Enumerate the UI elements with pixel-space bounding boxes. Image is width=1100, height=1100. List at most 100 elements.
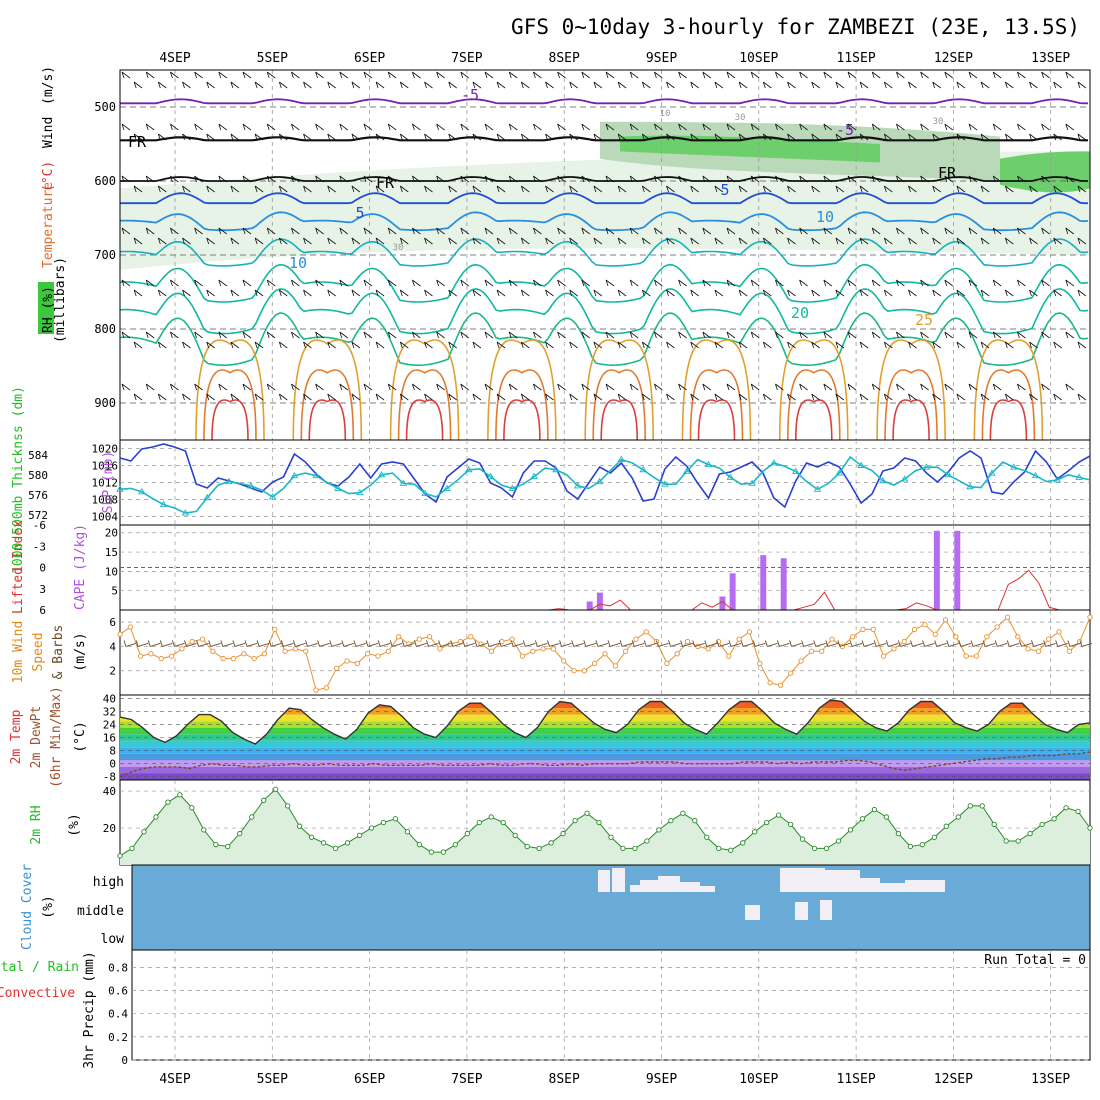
rh-marker <box>560 830 566 837</box>
wind-barb <box>1065 331 1075 339</box>
slp-line-marker <box>421 489 429 496</box>
wind-barb <box>508 71 518 79</box>
wind-speed-marker <box>911 626 918 633</box>
wind-barb <box>666 81 675 89</box>
temp-tick-label: 0 <box>109 758 116 771</box>
wind-barb <box>266 227 276 235</box>
wind-barb <box>278 185 288 193</box>
wind-barb <box>908 341 917 349</box>
slp-line-marker <box>225 477 233 485</box>
temp-tick-label: 16 <box>103 732 116 745</box>
wind-barb <box>738 341 748 349</box>
wind-barb <box>956 133 966 141</box>
wind-barb <box>399 185 409 193</box>
wind-barb <box>1029 237 1038 245</box>
rh-marker <box>117 853 123 859</box>
wind-barb <box>291 279 300 287</box>
rh-marker <box>1003 838 1009 844</box>
wind-barb-10m <box>184 640 197 647</box>
wind-barb <box>944 71 954 79</box>
wind-barb <box>896 279 905 287</box>
wind-barb <box>1017 227 1026 235</box>
top-day-label: 7SEP <box>451 51 482 66</box>
wind-barb <box>641 185 651 193</box>
thickness-tick-label: 584 <box>28 449 48 462</box>
wind-barb-10m <box>159 640 173 647</box>
wind-barb-10m <box>958 640 972 647</box>
wind-barb <box>835 237 845 245</box>
wind-speed-marker <box>550 646 557 652</box>
wind-speed-marker <box>313 687 319 693</box>
wind-barb <box>569 185 578 193</box>
pressure-axis-label: (millibars) <box>53 257 68 343</box>
wind-barb <box>557 227 566 235</box>
wind-barb <box>1077 185 1087 193</box>
wind-barb <box>641 81 651 89</box>
wind-barb <box>835 81 845 89</box>
wind-barb <box>520 81 530 89</box>
wind-speed-marker <box>746 629 753 635</box>
wind-barb <box>508 175 518 183</box>
wind-barb-10m <box>401 640 415 647</box>
wind-barb <box>702 123 712 131</box>
slp-line-marker <box>116 485 124 492</box>
wind-barb <box>702 331 712 339</box>
cloud-high-block <box>640 880 658 892</box>
wind-barb <box>121 71 131 79</box>
wind-barb <box>412 279 421 287</box>
warm-contour <box>308 399 347 441</box>
wind-barb <box>557 331 566 339</box>
wind-barb <box>956 393 966 401</box>
wind-barb <box>980 341 990 349</box>
wind-barb <box>520 289 530 297</box>
wind-barb <box>714 341 724 349</box>
wind-barb <box>291 123 300 131</box>
wind-barb <box>1017 123 1026 131</box>
wind-barb <box>206 81 215 89</box>
wind-barb <box>799 71 808 79</box>
wind-barb <box>605 279 615 287</box>
wind-barb <box>291 227 300 235</box>
warm-contour <box>503 399 541 441</box>
wind-barb <box>738 237 748 245</box>
warm-contour <box>292 339 363 441</box>
wind-barb <box>883 237 893 245</box>
rh-marker <box>356 832 363 839</box>
warm-contour <box>981 369 1036 441</box>
cloud-high-block <box>680 882 700 892</box>
slp-tick-label: 1004 <box>92 511 119 524</box>
rh-marker <box>416 842 423 848</box>
wind-barb <box>980 81 990 89</box>
wind-barb <box>654 71 663 79</box>
wind-speed-marker <box>788 670 794 676</box>
wind-barb <box>859 393 869 401</box>
wind-speed-marker <box>179 646 185 652</box>
wind-barb <box>520 133 530 141</box>
wind-barb <box>121 383 131 391</box>
wind-barb <box>242 227 252 235</box>
warm-contour <box>195 339 265 441</box>
wind-barb <box>920 227 929 235</box>
wind-barb <box>787 237 796 245</box>
wind-barb <box>593 185 603 193</box>
cloud-high-block <box>630 885 640 892</box>
wind-barb <box>242 331 252 339</box>
wind-barb <box>1004 237 1014 245</box>
warm-contour <box>892 399 930 441</box>
warm-contour <box>697 399 736 441</box>
wind-barb <box>194 227 203 235</box>
thickness-tick-label: 580 <box>28 469 48 482</box>
wind-speed-marker <box>1066 648 1073 654</box>
rh-marker <box>320 840 327 846</box>
wind-barb <box>412 227 421 235</box>
wind-barb-10m <box>752 640 766 647</box>
wind-barb <box>242 123 252 131</box>
rh-marker <box>153 814 159 820</box>
wind-speed-marker <box>880 653 887 659</box>
wind-barb <box>399 289 409 297</box>
precip-total-label: Total / Rain <box>0 960 79 975</box>
wind-barb <box>992 331 1002 339</box>
wind-barb <box>799 123 808 131</box>
slp-line-marker <box>334 484 342 491</box>
wind-barb <box>460 175 470 183</box>
